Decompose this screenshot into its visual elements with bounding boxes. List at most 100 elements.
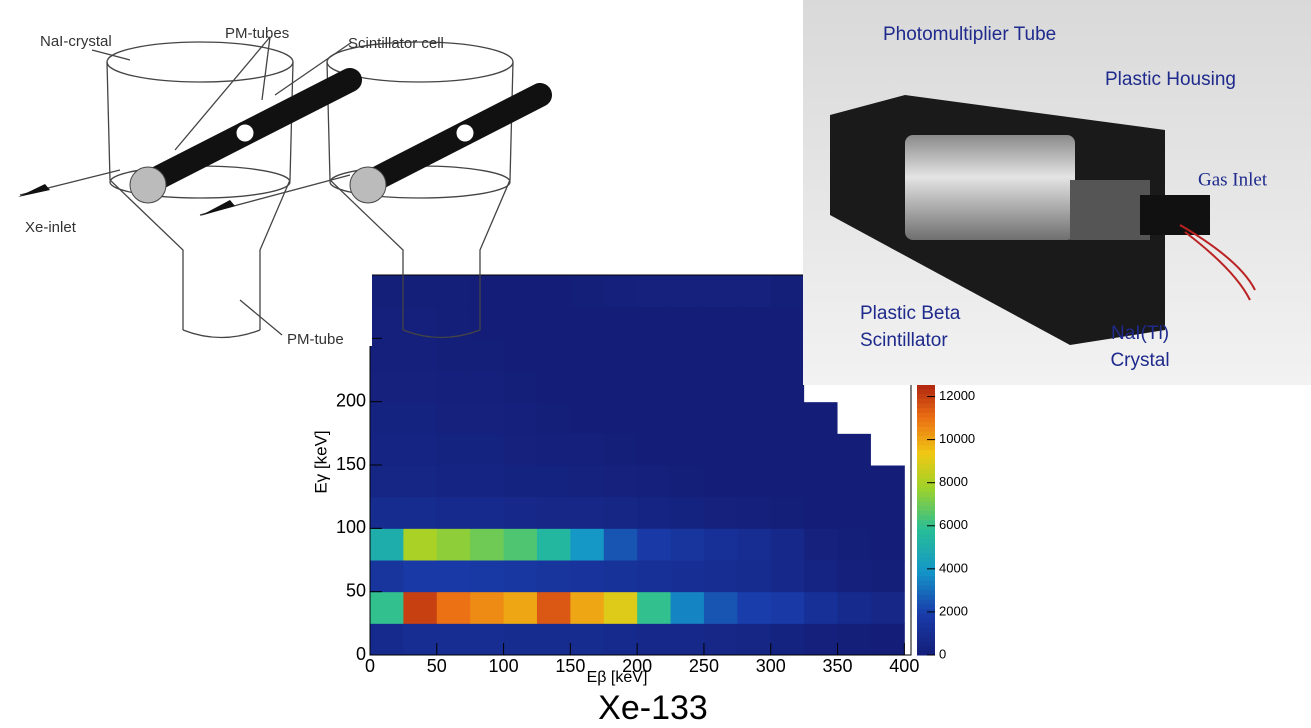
heatmap-cell — [670, 401, 705, 434]
heatmap-cell — [536, 496, 571, 529]
heatmap-cell — [370, 275, 404, 308]
heatmap-cell — [536, 370, 571, 403]
heatmap-cell — [603, 591, 638, 624]
heatmap-cell — [470, 465, 505, 498]
heatmap-cell — [703, 496, 738, 529]
colorbar-segment — [917, 398, 935, 404]
heatmap-cell — [837, 465, 872, 498]
heatmap-cell — [370, 560, 404, 593]
colorbar-segment — [917, 552, 935, 558]
heatmap-cell — [536, 433, 571, 466]
heatmap-cell — [837, 591, 872, 624]
heatmap-cell — [570, 275, 605, 308]
colorbar-segment — [917, 515, 935, 521]
heatmap-cell — [436, 401, 471, 434]
colorbar-tick-label: 6000 — [939, 517, 968, 532]
heatmap-cell — [770, 370, 805, 403]
heatmap-cell — [603, 528, 638, 561]
heatmap-cell — [737, 370, 772, 403]
diagram-label: PM-tubes — [225, 25, 289, 42]
colorbar-segment — [917, 426, 935, 432]
colorbar-segment — [917, 384, 935, 390]
heatmap-cell — [403, 433, 438, 466]
heatmap-cell — [837, 623, 872, 656]
y-tick-label: 50 — [346, 580, 366, 600]
heatmap-cell — [503, 306, 538, 339]
y-tick-label: 100 — [336, 517, 366, 537]
heatmap-cell — [436, 275, 471, 308]
pm-tube — [905, 135, 1075, 240]
heatmap-cell — [470, 623, 505, 656]
heatmap-cell — [403, 306, 438, 339]
heatmap-cell — [804, 496, 839, 529]
tube-end — [129, 166, 167, 204]
photo-label: NaI(Tl) Crystal — [1110, 323, 1170, 371]
colorbar-segment — [917, 617, 935, 623]
heatmap-cell — [503, 433, 538, 466]
heatmap-cell — [703, 465, 738, 498]
colorbar-segment — [917, 566, 935, 572]
heatmap-cell — [503, 528, 538, 561]
heatmap-cell — [670, 496, 705, 529]
photo-label: Photomultiplier Tube — [883, 24, 1056, 45]
heatmap-cell — [470, 496, 505, 529]
colorbar-segment — [917, 445, 935, 451]
heatmap-cell — [737, 433, 772, 466]
heatmap-cell — [436, 370, 471, 403]
colorbar-segment — [917, 557, 935, 563]
heatmap-cell — [703, 591, 738, 624]
colorbar-tick-label: 0 — [939, 646, 946, 661]
heatmap-cell — [737, 528, 772, 561]
x-tick-label: 0 — [365, 656, 375, 676]
heatmap-cell — [770, 401, 805, 434]
heatmap-cell — [536, 401, 571, 434]
heatmap-cell — [637, 623, 672, 656]
diagram-label: PM-tube — [287, 331, 344, 348]
heatmap-cell — [370, 401, 404, 434]
heatmap-cell — [603, 433, 638, 466]
heatmap-cell — [870, 591, 905, 624]
colorbar-segment — [917, 473, 935, 479]
diagram-label: Xe-inlet — [25, 219, 77, 236]
heatmap-cell — [670, 338, 705, 371]
heatmap-cell — [670, 306, 705, 339]
heatmap-cell — [536, 275, 571, 308]
heatmap-cell — [770, 306, 805, 339]
colorbar-segment — [917, 393, 935, 399]
heatmap-cell — [570, 560, 605, 593]
photo-label: Plastic Housing — [1105, 69, 1236, 90]
heatmap-cell — [370, 465, 404, 498]
heatmap-cell — [737, 623, 772, 656]
colorbar-segment — [917, 547, 935, 553]
heatmap-cell — [737, 338, 772, 371]
heatmap-cell — [770, 275, 805, 308]
colorbar-segment — [917, 440, 935, 446]
heatmap-cell — [570, 591, 605, 624]
heatmap-cell — [470, 433, 505, 466]
heatmap-cell — [536, 623, 571, 656]
colorbar-segment — [917, 449, 935, 455]
heatmap-cell — [536, 560, 571, 593]
colorbar-segment — [917, 622, 935, 628]
photo-label-box: Plastic Beta Scintillator — [860, 303, 960, 351]
heatmap-cell — [503, 275, 538, 308]
heatmap-cell — [570, 465, 605, 498]
colorbar-segment — [917, 487, 935, 493]
x-tick-label: 50 — [427, 656, 447, 676]
heatmap-cell — [637, 338, 672, 371]
colorbar-segment — [917, 403, 935, 409]
detector-photo: Photomultiplier Tube Plastic Housing Gas… — [803, 0, 1311, 385]
colorbar-segment — [917, 594, 935, 600]
colorbar-segment — [917, 417, 935, 423]
heatmap-cell — [703, 433, 738, 466]
heatmap-cell — [804, 528, 839, 561]
heatmap-cell — [837, 528, 872, 561]
colorbar-segment — [917, 454, 935, 460]
colorbar-tick-label: 2000 — [939, 603, 968, 618]
heatmap-cell — [436, 591, 471, 624]
heatmap-cell — [503, 623, 538, 656]
heatmap-cell — [703, 275, 738, 308]
heatmap-cell — [737, 465, 772, 498]
heatmap-cell — [670, 560, 705, 593]
